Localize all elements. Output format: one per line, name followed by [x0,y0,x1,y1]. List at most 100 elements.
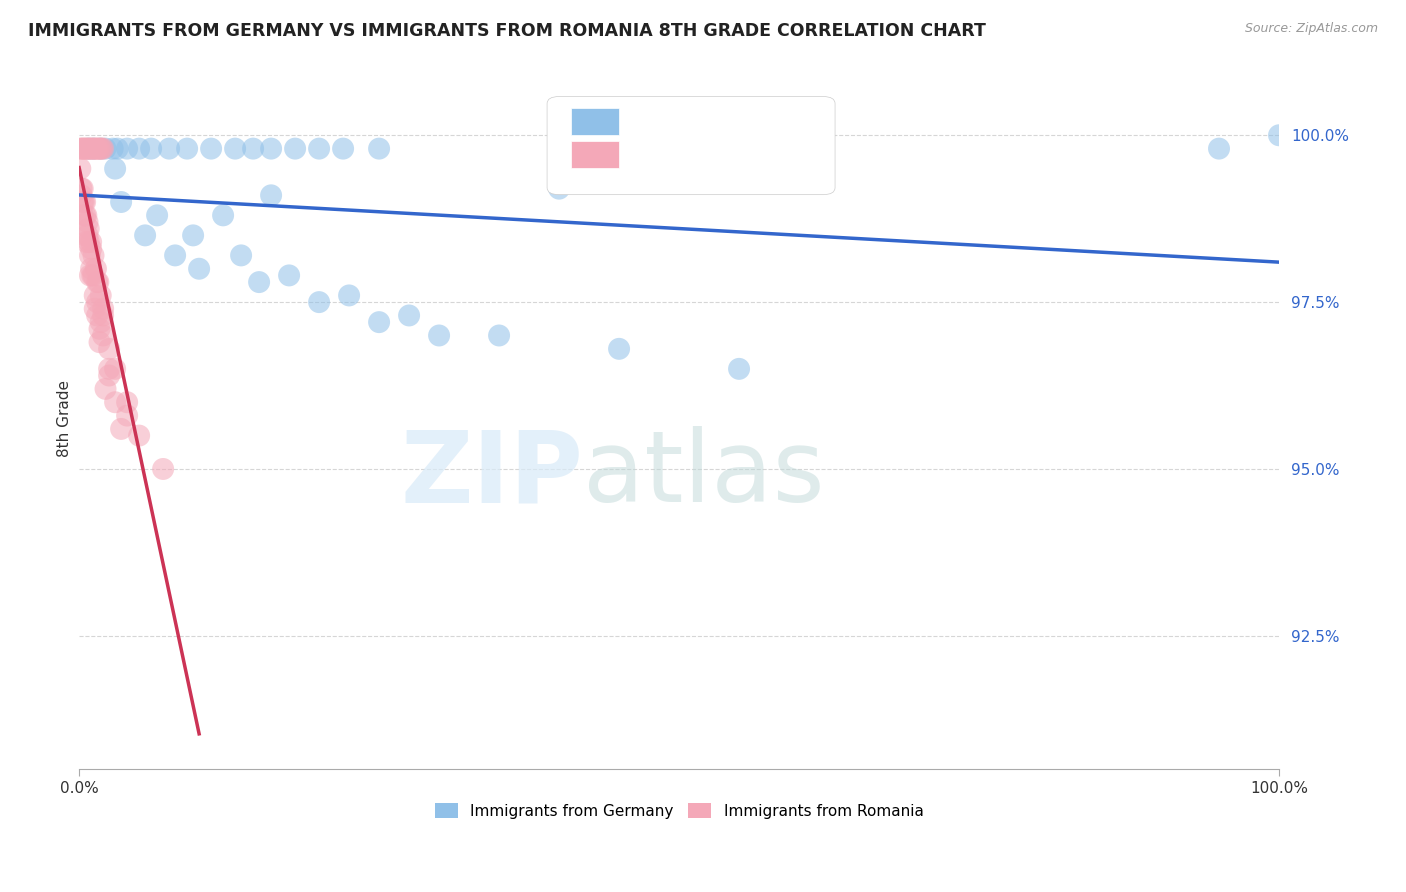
Point [91,309,114,323]
Point [79,268,101,283]
Point [139,142,162,156]
Point [79,142,101,156]
Point [90,142,112,156]
Point [176,142,198,156]
Point [77,221,100,235]
Point [165,248,187,262]
Point [80,235,103,249]
Point [70,188,93,202]
Point [98,342,121,356]
Point [84,142,107,156]
Point [73,194,96,209]
Point [80,261,103,276]
Point [86,295,108,310]
Point [89,322,111,336]
Point [1268,128,1291,143]
Point [77,142,100,156]
Point [128,142,150,156]
Point [398,309,420,323]
Point [101,142,124,156]
Point [82,142,104,156]
Point [368,142,391,156]
Point [72,194,94,209]
Point [128,428,150,442]
Point [212,208,235,222]
Point [75,228,97,243]
Point [77,235,100,249]
Point [181,228,204,243]
Point [134,228,156,243]
Point [77,142,100,156]
Point [104,395,127,409]
Point [427,328,450,343]
Point [110,194,132,209]
Point [89,142,111,156]
Point [83,248,105,262]
FancyBboxPatch shape [571,142,619,168]
Text: Source: ZipAtlas.com: Source: ZipAtlas.com [1244,22,1378,36]
Point [548,181,571,195]
Point [607,342,630,356]
Point [90,288,112,302]
Point [91,142,114,156]
Point [98,362,121,376]
Point [70,142,93,156]
Point [152,462,174,476]
Point [75,208,97,222]
Point [94,382,117,396]
Point [75,142,97,156]
Point [284,142,307,156]
Point [115,142,138,156]
Point [72,181,94,195]
Point [83,142,105,156]
Point [98,368,121,383]
Point [83,301,105,316]
Point [83,142,105,156]
Point [332,142,354,156]
Point [90,142,112,156]
Point [229,248,252,262]
Point [104,362,127,376]
Point [76,215,98,229]
Point [91,328,114,343]
Point [72,142,94,156]
Text: N = 69: N = 69 [745,147,799,162]
Point [86,142,108,156]
Point [337,288,360,302]
Point [79,248,101,262]
Point [72,208,94,222]
Point [115,395,138,409]
Point [83,288,105,302]
Point [94,142,117,156]
Point [188,261,211,276]
Point [70,181,93,195]
Point [87,275,110,289]
Point [1208,142,1230,156]
Point [115,409,138,423]
Point [200,142,222,156]
Point [73,142,96,156]
Point [75,142,97,156]
Point [278,268,301,283]
Text: IMMIGRANTS FROM GERMANY VS IMMIGRANTS FROM ROMANIA 8TH GRADE CORRELATION CHART: IMMIGRANTS FROM GERMANY VS IMMIGRANTS FR… [28,22,986,40]
Text: N = 42: N = 42 [745,114,799,129]
Point [69,142,91,156]
Point [146,208,169,222]
Point [368,315,391,329]
Text: atlas: atlas [583,426,825,524]
Point [82,268,104,283]
Point [728,362,751,376]
Point [80,142,103,156]
Point [107,142,129,156]
Point [247,275,270,289]
Point [104,161,127,176]
Point [260,188,283,202]
Point [308,295,330,310]
Point [86,309,108,323]
Point [110,422,132,436]
Text: R = 0.490: R = 0.490 [631,114,707,129]
Point [86,275,108,289]
Point [224,142,246,156]
Point [242,142,264,156]
Point [75,194,97,209]
